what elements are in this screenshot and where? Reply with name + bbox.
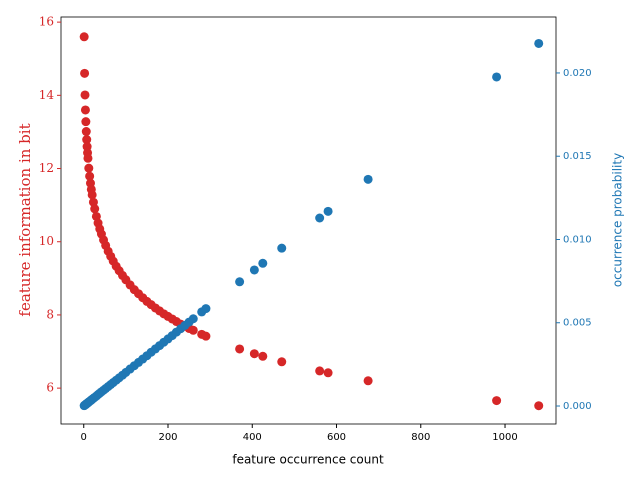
x-tick-label: 1000: [492, 432, 517, 443]
point: [315, 213, 325, 223]
point: [363, 174, 373, 184]
y-axis-label: feature information in bit: [16, 123, 34, 316]
y2-axis-label: occurrence probability: [611, 153, 625, 287]
point: [534, 38, 544, 48]
point: [83, 153, 93, 163]
point: [534, 401, 544, 411]
point: [79, 32, 89, 42]
point: [258, 258, 268, 268]
point: [84, 163, 94, 173]
point: [249, 349, 259, 359]
point: [492, 72, 502, 82]
point: [492, 396, 502, 406]
point: [85, 171, 95, 181]
point: [188, 314, 198, 324]
point: [315, 366, 325, 376]
x-tick-label: 200: [158, 432, 177, 443]
point: [323, 206, 333, 216]
y2-tick-label: 0.005: [563, 318, 592, 329]
point: [323, 368, 333, 378]
point: [90, 204, 100, 214]
point: [87, 190, 97, 200]
y2-tick-label: 0.015: [563, 151, 592, 162]
y2-tick-label: 0.020: [563, 68, 592, 79]
x-tick-label: 0: [81, 432, 87, 443]
x-tick-label: 800: [411, 432, 430, 443]
point: [188, 325, 198, 335]
point: [201, 331, 211, 341]
point: [277, 243, 287, 253]
point: [277, 357, 287, 367]
y-tick-label: 16: [39, 15, 54, 29]
point: [81, 127, 91, 137]
point: [80, 105, 90, 115]
point: [80, 68, 90, 78]
point: [80, 90, 90, 100]
x-axis-label: feature occurrence count: [232, 453, 384, 467]
point: [249, 265, 259, 275]
point: [363, 376, 373, 386]
point: [201, 304, 211, 314]
y-tick-label: 14: [39, 88, 55, 102]
point: [258, 351, 268, 361]
point: [235, 344, 245, 354]
x-tick-label: 600: [327, 432, 346, 443]
point: [82, 135, 92, 145]
y-tick-label: 12: [39, 161, 54, 175]
y2-tick-label: 0.000: [563, 401, 592, 412]
y-tick-label: 6: [46, 381, 54, 395]
y-tick-label: 8: [46, 307, 54, 321]
plot-frame: [60, 16, 557, 425]
y2-tick-label: 0.010: [563, 234, 592, 245]
point: [81, 117, 91, 127]
y-tick-label: 10: [39, 234, 54, 248]
x-tick-label: 400: [243, 432, 262, 443]
point: [235, 277, 245, 287]
